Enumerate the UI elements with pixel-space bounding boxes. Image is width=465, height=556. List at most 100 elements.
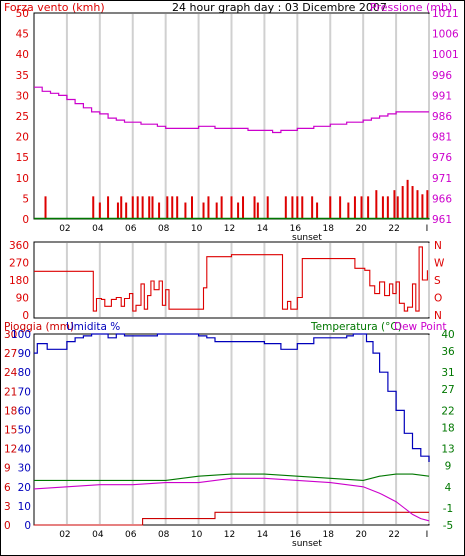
wind-tick-label: 5 <box>22 193 29 205</box>
wind-direction-line <box>34 246 428 312</box>
temperature-tick-label: 9 <box>445 461 452 473</box>
pressure-tick-label: 991 <box>432 90 452 102</box>
humidity-line <box>34 333 430 462</box>
temperature-tick-label: -5 <box>443 520 453 532</box>
temperature-tick-label: 31 <box>441 367 454 379</box>
pressure-tick-label: 961 <box>432 214 452 226</box>
x-axis-labels-bottom: 02 04 06 08 10 12 14 16 18 20 22 I <box>59 530 428 540</box>
rain-tick-label: 15 <box>4 425 17 437</box>
direction-tick-label: 180 <box>9 275 29 287</box>
x-tick-label: 22 <box>388 530 399 540</box>
wind-tick-label: 30 <box>16 90 29 102</box>
pressure-tick-label: 971 <box>432 173 452 185</box>
x-tick-label: I <box>426 224 429 234</box>
temperature-tick-label: 36 <box>441 346 455 358</box>
x-tick-label: 10 <box>191 224 203 234</box>
temperature-axis-ticks: -5 -1 4 9 13 18 22 27 31 36 40 <box>441 329 455 532</box>
dewpoint-axis-title: Dew Point <box>394 321 447 333</box>
x-tick-label: 08 <box>158 530 170 540</box>
x-tick-label: 12 <box>224 530 235 540</box>
humidity-axis-title: Umidita % <box>66 321 120 333</box>
wind-bars <box>34 179 429 220</box>
wind-tick-label: 10 <box>16 173 29 185</box>
humidity-tick-label: 30 <box>18 463 31 475</box>
rain-tick-label: 9 <box>4 463 11 475</box>
pressure-tick-label: 976 <box>432 152 452 164</box>
pressure-tick-label: 981 <box>432 132 452 144</box>
direction-tick-label: 0 <box>22 310 29 322</box>
wind-axis-ticks: 0 5 10 15 20 25 30 35 40 45 50 <box>16 8 29 226</box>
temperature-tick-label: 4 <box>445 482 452 494</box>
wind-tick-label: 50 <box>16 8 29 20</box>
wind-tick-label: 45 <box>16 29 29 41</box>
humidity-tick-label: 60 <box>18 405 31 417</box>
direction-tick-label: 90 <box>16 293 29 305</box>
rain-tick-label: 3 <box>4 501 11 513</box>
rain-tick-label: 30 <box>4 329 17 341</box>
humidity-tick-label: 100 <box>11 329 31 341</box>
rain-tick-label: 24 <box>4 367 18 379</box>
rain-tick-label: 27 <box>4 348 17 360</box>
x-tick-label: 04 <box>92 224 104 234</box>
chart-title: 24 hour graph day : 03 Dicembre 2007 <box>172 1 387 14</box>
x-tick-label: 04 <box>92 530 104 540</box>
pressure-tick-label: 1006 <box>432 29 459 41</box>
wind-axis-title: Forza vento (kmh) <box>4 1 105 14</box>
humidity-tick-label: 40 <box>18 444 31 456</box>
x-tick-label: 02 <box>59 224 70 234</box>
temperature-tick-label: 18 <box>441 422 454 434</box>
pressure-tick-label: 1011 <box>432 8 459 20</box>
dewpoint-line <box>33 477 430 522</box>
pressure-axis-ticks: 961 966 971 976 981 986 991 996 1001 1006 1011 <box>432 8 459 226</box>
humidity-tick-label: 80 <box>18 367 31 379</box>
wind-tick-label: 40 <box>16 49 29 61</box>
rain-tick-label: 6 <box>4 482 11 494</box>
pressure-line <box>34 86 429 134</box>
temperature-tick-label: 13 <box>441 444 454 456</box>
rain-line <box>34 511 429 526</box>
temperature-line <box>34 473 430 481</box>
rain-tick-label: 21 <box>4 386 17 398</box>
x-tick-label: 02 <box>59 530 70 540</box>
x-tick-label: 18 <box>323 530 335 540</box>
x-tick-label: 08 <box>158 224 170 234</box>
wind-tick-label: 15 <box>16 152 29 164</box>
compass-label: N <box>434 240 442 252</box>
rain-tick-label: 18 <box>4 405 17 417</box>
humidity-tick-label: 0 <box>24 520 31 532</box>
rain-tick-label: 12 <box>4 444 17 456</box>
x-axis-labels-top: 02 04 06 08 10 12 14 16 18 20 22 I <box>59 224 428 234</box>
x-tick-label: 22 <box>388 224 399 234</box>
pressure-tick-label: 1001 <box>432 49 459 61</box>
temperature-tick-label: 40 <box>441 329 454 341</box>
humidity-tick-label: 20 <box>18 482 31 494</box>
x-tick-label: 16 <box>290 530 302 540</box>
rain-axis-title: Pioggia (mm) <box>4 321 74 333</box>
direction-degree-ticks: 0 90 180 270 360 <box>9 240 29 322</box>
temperature-tick-label: 27 <box>441 384 454 396</box>
x-tick-label: 18 <box>323 224 335 234</box>
sunset-label-top: sunset <box>292 233 322 243</box>
pressure-axis-title: Pressione (mb) <box>370 1 452 14</box>
compass-label: N <box>434 310 442 322</box>
x-tick-label: 16 <box>290 224 302 234</box>
rain-tick-label: 0 <box>4 520 11 532</box>
wind-tick-label: 20 <box>16 132 29 144</box>
x-tick-label: 10 <box>191 530 203 540</box>
x-tick-label: 14 <box>257 224 269 234</box>
x-tick-label: 06 <box>125 224 137 234</box>
x-tick-label: 12 <box>224 224 235 234</box>
compass-label: W <box>434 258 445 270</box>
wind-tick-label: 35 <box>16 70 29 82</box>
x-tick-label: 14 <box>257 530 269 540</box>
compass-label: S <box>434 275 441 287</box>
sunset-label-bottom: sunset <box>292 539 322 549</box>
direction-tick-label: 270 <box>9 258 29 270</box>
humidity-tick-label: 50 <box>18 425 31 437</box>
